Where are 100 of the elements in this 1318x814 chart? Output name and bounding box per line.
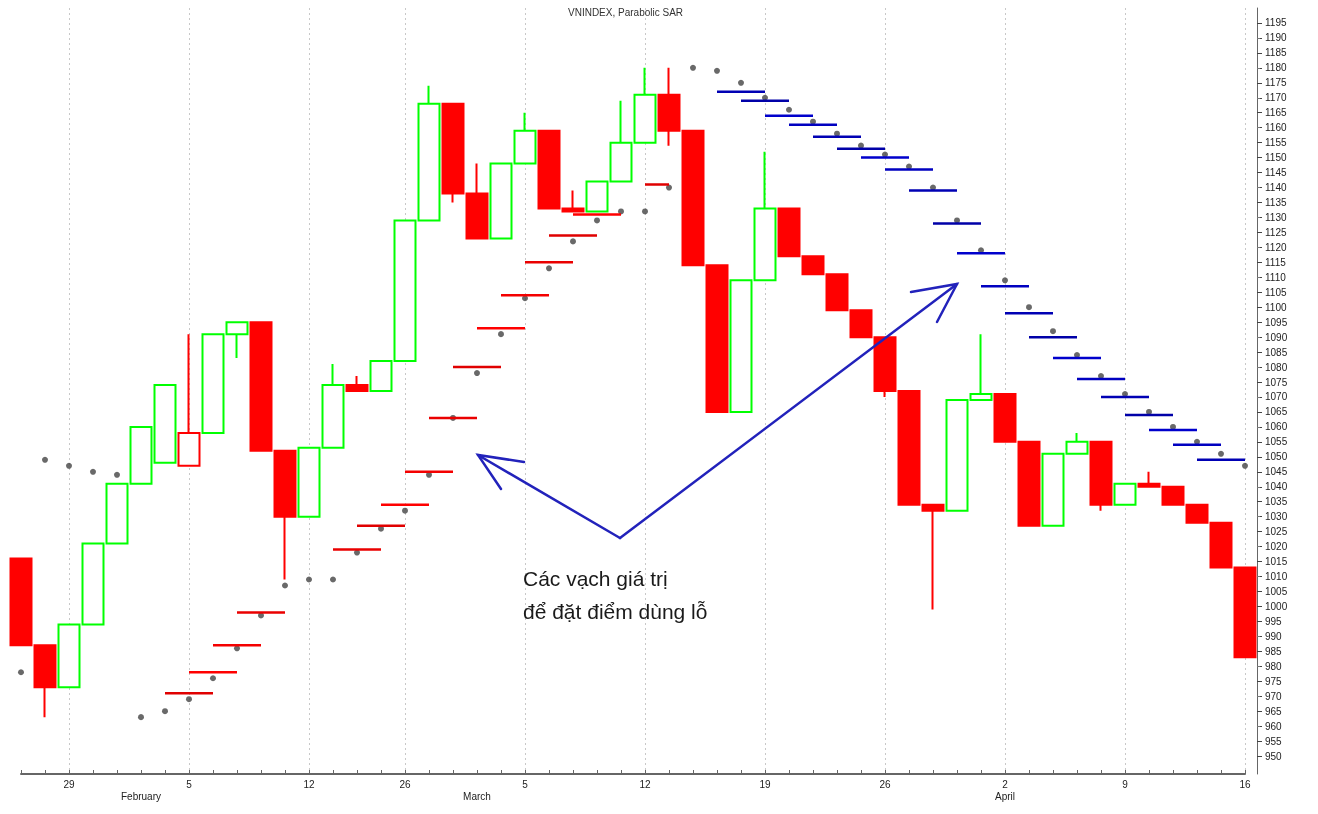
x-tick-label: 5 — [522, 778, 529, 790]
point — [138, 714, 144, 721]
point — [1146, 408, 1152, 415]
x-tick-label: 19 — [759, 778, 771, 790]
x-tick-label: February — [120, 790, 162, 802]
y-tick-label: 1090 — [1265, 331, 1288, 343]
y-tick-label: 1110 — [1265, 271, 1287, 283]
y-tick-label: 1055 — [1265, 436, 1288, 448]
point — [762, 94, 768, 101]
candlestick — [345, 375, 369, 392]
x-tick-label: 26 — [879, 778, 891, 790]
x-tick-label: March — [463, 790, 491, 802]
y-tick-label: 1190 — [1265, 32, 1287, 44]
y-tick-label: 1025 — [1265, 526, 1288, 538]
point — [642, 208, 648, 215]
y-tick-label: 1060 — [1265, 421, 1288, 433]
y-tick-label: 1175 — [1265, 77, 1287, 89]
x-tick-label: 2 April — [994, 778, 1016, 802]
y-tick-label: 980 — [1265, 660, 1283, 672]
y-tick-label: 1135 — [1265, 196, 1287, 208]
point — [402, 507, 408, 514]
y-tick-label: 1165 — [1265, 107, 1287, 119]
point — [18, 669, 24, 676]
x-tick-label: 16 — [1239, 778, 1251, 790]
point — [1026, 304, 1032, 311]
x-tick-label: 12 — [303, 778, 315, 790]
y-tick-label: 1130 — [1265, 211, 1287, 223]
chart-title: VNINDEX, Parabolic SAR — [568, 6, 684, 18]
point — [546, 265, 552, 272]
point — [186, 696, 192, 703]
y-tick-label: 1045 — [1265, 466, 1288, 478]
point — [474, 370, 480, 377]
point — [114, 471, 120, 478]
point — [1122, 390, 1128, 397]
y-tick-label: 1040 — [1265, 481, 1288, 493]
y-tick-label: 950 — [1265, 750, 1283, 762]
point — [42, 456, 48, 463]
point — [282, 582, 288, 589]
y-tick-label: 1185 — [1265, 47, 1287, 59]
y-tick-label: 1075 — [1265, 376, 1288, 388]
x-tick-label: 12 — [639, 778, 651, 790]
y-tick-label: 1085 — [1265, 346, 1288, 358]
annotation: Các vạch giá trị để đặt điểm dùng lỗ — [523, 567, 708, 623]
candlestick — [1089, 440, 1113, 512]
point — [1050, 328, 1056, 335]
y-tick-label: 1095 — [1265, 316, 1288, 328]
point — [570, 238, 576, 245]
y-tick-label: 1070 — [1265, 391, 1288, 403]
point — [690, 64, 696, 71]
point — [66, 462, 72, 469]
point — [306, 576, 312, 583]
y-tick-label: 965 — [1265, 705, 1283, 717]
x-tick-label: 29 — [63, 778, 75, 790]
y-tick-label: 990 — [1265, 630, 1283, 642]
y-tick-label: 985 — [1265, 645, 1283, 657]
y-tick-label: 1140 — [1265, 182, 1287, 194]
y-tick-label: 1005 — [1265, 585, 1288, 597]
y-tick-label: 1120 — [1265, 241, 1287, 253]
point — [210, 675, 216, 682]
x-tick-label: 9 — [1122, 778, 1129, 790]
y-tick-label: 975 — [1265, 675, 1283, 687]
y-tick-label: 1195 — [1265, 17, 1287, 29]
point — [162, 708, 168, 715]
y-tick-label: 995 — [1265, 615, 1283, 627]
y-tick-label: 1050 — [1265, 451, 1288, 463]
point — [714, 67, 720, 74]
y-tick-label: 1105 — [1265, 286, 1287, 298]
y-tick-label: 1115 — [1265, 256, 1287, 268]
y-tick-label: 1180 — [1265, 62, 1287, 74]
y-tick-label: 1150 — [1265, 152, 1287, 164]
point — [90, 468, 96, 475]
candlestick — [1113, 482, 1137, 506]
y-tick-label: 1015 — [1265, 556, 1288, 568]
point — [1194, 438, 1200, 445]
y-tick-label: 1160 — [1265, 122, 1287, 134]
point — [738, 79, 744, 86]
y-tick-label: 970 — [1265, 690, 1283, 702]
y-tick-label: 1100 — [1265, 301, 1287, 313]
y-tick-label: 1010 — [1265, 571, 1288, 583]
y-tick-label: 1020 — [1265, 541, 1288, 553]
y-tick-label: 1125 — [1265, 226, 1287, 238]
y-tick-label: 955 — [1265, 735, 1283, 747]
point — [330, 576, 336, 583]
x-tick-label: 26 — [399, 778, 411, 790]
y-tick-label: 1030 — [1265, 511, 1288, 523]
y-tick-label: 1000 — [1265, 600, 1288, 612]
y-tick-label: 960 — [1265, 720, 1283, 732]
x-tick-label: 5 — [186, 778, 193, 790]
point — [1170, 423, 1176, 430]
y-tick-label: 1080 — [1265, 361, 1288, 373]
y-tick-label: 1145 — [1265, 167, 1287, 179]
point — [1218, 450, 1224, 457]
point — [1242, 462, 1248, 469]
y-tick-label: 1170 — [1265, 92, 1287, 104]
point — [1002, 277, 1008, 284]
point — [498, 331, 504, 338]
point — [786, 106, 792, 113]
point — [594, 217, 600, 224]
y-tick-label: 1035 — [1265, 496, 1288, 508]
y-tick-label: 1065 — [1265, 406, 1288, 418]
